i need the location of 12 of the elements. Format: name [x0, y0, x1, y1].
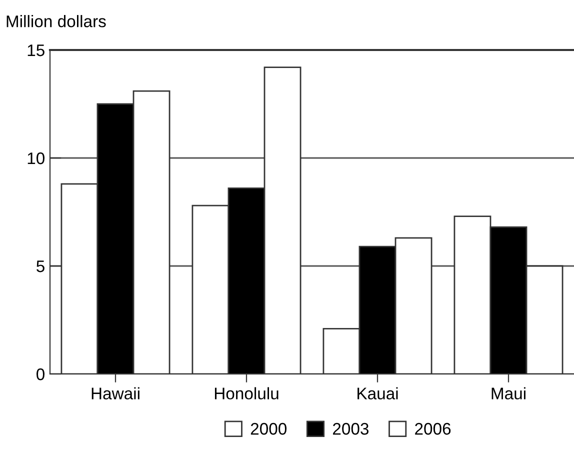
- y-tick-label: 10: [28, 152, 44, 164]
- x-tick-label: Honolulu: [214, 387, 278, 400]
- x-tick-label: Kauai: [358, 387, 398, 400]
- legend-label: 2000: [250, 422, 287, 435]
- y-tick-label: 15: [28, 44, 44, 56]
- y-tick-label: 0: [36, 368, 44, 380]
- x-tick-label: Maui: [492, 387, 526, 400]
- x-tick-label: Hawaii: [92, 387, 140, 400]
- y-axis-title: Million dollars: [6, 15, 106, 28]
- legend-label: 2003: [333, 422, 369, 435]
- legend-label: 2006: [415, 422, 451, 435]
- y-tick-label: 5: [36, 260, 44, 272]
